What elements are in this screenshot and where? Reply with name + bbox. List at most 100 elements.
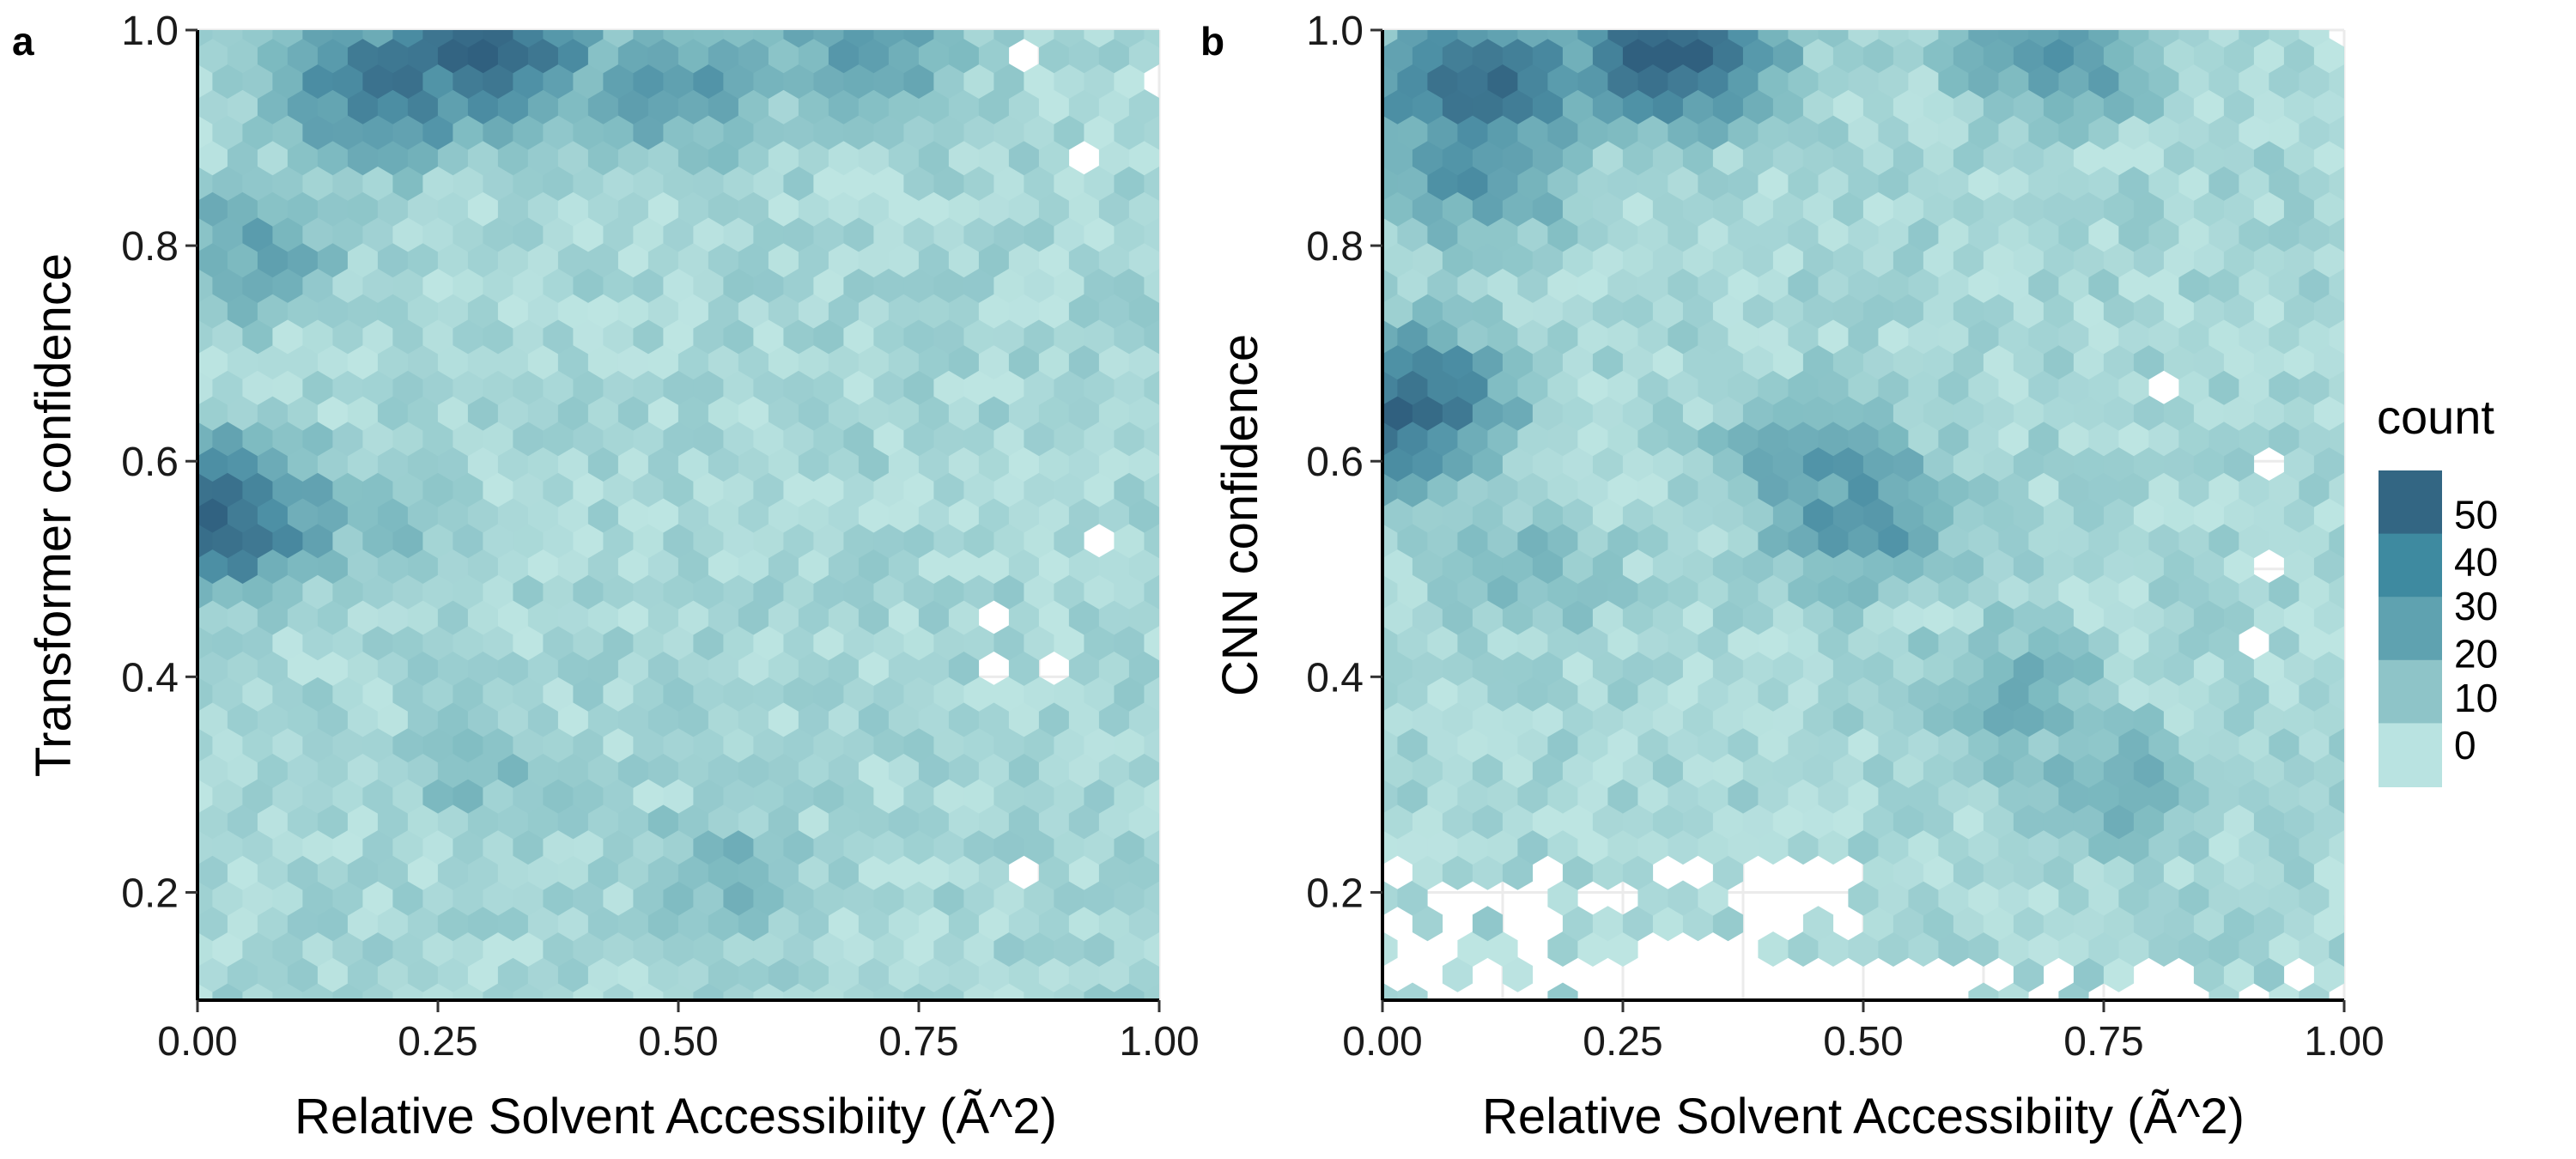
- hexbin-cell: [1712, 599, 1744, 635]
- hexbin-cell: [527, 242, 559, 278]
- hexbin-cell: [1833, 0, 1863, 22]
- hexbin-cell: [1532, 395, 1564, 431]
- hexbin-cell: [1038, 956, 1070, 992]
- hexbin-cell: [2313, 38, 2344, 74]
- hexbin-cell: [1728, 625, 1759, 661]
- hexbin-cell: [588, 0, 618, 22]
- hexbin-cell: [2133, 497, 2165, 533]
- hexbin-cell: [903, 114, 934, 150]
- hexbin-cell: [407, 752, 439, 788]
- hexbin-cell: [1158, 557, 1159, 575]
- hexbin-cell: [2283, 854, 2315, 890]
- hexbin-cell: [2223, 497, 2255, 533]
- hexbin-cell: [2329, 523, 2344, 559]
- hexbin-cell: [1923, 88, 1954, 124]
- hexbin-cell: [1158, 199, 1159, 218]
- hexbin-cell: [1009, 0, 1039, 22]
- hexbin-cell: [1487, 829, 1518, 865]
- hexbin-cell: [453, 625, 483, 661]
- hexbin-cell: [903, 369, 934, 405]
- hexbin-cell: [2313, 854, 2344, 890]
- hexbin-cell: [813, 471, 844, 507]
- hexbin-cell: [2073, 88, 2105, 124]
- hexbin-cell: [2343, 506, 2344, 525]
- hexbin-cell: [1772, 599, 1804, 635]
- hexbin-cell: [1442, 293, 1473, 329]
- hexbin-cell: [1728, 573, 1759, 610]
- hexbin-cell: [1397, 64, 1428, 99]
- hexbin-cell: [422, 625, 453, 661]
- hexbin-cell: [2223, 956, 2255, 992]
- hexbin-cell: [1893, 293, 1924, 329]
- hexbin-cell: [1893, 854, 1924, 890]
- hexbin-cell: [2208, 114, 2239, 150]
- hexbin-cell: [1189, 294, 1219, 329]
- hexbin-cell: [1174, 114, 1204, 149]
- hexbin-cell: [1008, 395, 1040, 431]
- hexbin-cell: [858, 549, 890, 584]
- hexbin-cell: [963, 625, 994, 661]
- hexbin-cell: [783, 30, 814, 48]
- hexbin-cell: [1382, 752, 1413, 788]
- hexbin-cell: [287, 650, 319, 686]
- hexbin-cell: [1712, 446, 1744, 482]
- hexbin-cell: [1998, 573, 2029, 610]
- hexbin-cell: [242, 523, 273, 559]
- hexbin-cell: [287, 906, 319, 942]
- hexbin-cell: [1382, 549, 1413, 584]
- hexbin-cell: [1517, 421, 1548, 457]
- hexbin-cell: [2043, 701, 2075, 737]
- hexbin-cell: [647, 446, 679, 482]
- hexbin-cell: [302, 931, 333, 967]
- hexbin-cell: [2073, 854, 2105, 890]
- panel-b: b 0.00 0.25 0.50 0.75 1.000.20.40.60.81.0 Re…: [1200, 0, 2389, 1144]
- hexbin-cell: [723, 471, 754, 507]
- hexbin-cell: [467, 854, 499, 890]
- legend-label: 50: [2454, 493, 2498, 537]
- hexbin-cell: [287, 191, 319, 227]
- hexbin-cell: [813, 216, 844, 252]
- hexbin-cell: [783, 829, 814, 865]
- hexbin-cell: [918, 395, 950, 431]
- hexbin-cell: [1547, 471, 1578, 507]
- hexbin-cell: [2193, 38, 2225, 74]
- hexbin-cell: [1038, 395, 1070, 431]
- hexbin-cell: [843, 267, 874, 303]
- hexbin-cell: [888, 956, 920, 992]
- hexbin-cell: [2178, 319, 2209, 355]
- hexbin-cell: [603, 114, 634, 150]
- hexbin-cell: [587, 752, 619, 788]
- hexbin-cell: [2148, 880, 2179, 916]
- hexbin-cell: [1174, 166, 1204, 201]
- hexbin-cell: [1637, 778, 1668, 814]
- hexbin-cell: [302, 319, 333, 355]
- hexbin-cell: [257, 956, 289, 992]
- hexbin-cell: [1953, 701, 1984, 737]
- hexbin-cell: [2359, 166, 2389, 201]
- hexbin-cell: [1158, 251, 1159, 269]
- hexbin-cell: [663, 727, 694, 763]
- hexbin-cell: [1068, 242, 1100, 278]
- hexbin-cell: [1158, 353, 1159, 371]
- hexbin-cell: [963, 523, 994, 559]
- hexbin-cell: [933, 369, 964, 405]
- hexbin-cell: [768, 854, 799, 890]
- hexbin-cell: [1728, 421, 1759, 457]
- hexbin-cell: [2013, 242, 2044, 278]
- hexbin-cell: [1069, 0, 1099, 22]
- hexbin-cell: [2148, 573, 2179, 610]
- hexbin-cell: [813, 573, 844, 610]
- hexbin-cell: [197, 804, 228, 840]
- hexbin-cell: [1382, 404, 1383, 422]
- hexbin-cell: [212, 64, 243, 99]
- hexbin-cell: [1818, 573, 1849, 610]
- hexbin-cell: [1832, 650, 1864, 686]
- hexbin-cell: [1998, 778, 2029, 814]
- hexbin-cell: [197, 701, 228, 737]
- hexbin-cell: [1682, 242, 1714, 278]
- hexbin-cell: [362, 165, 393, 201]
- hexbin-cell: [543, 523, 574, 559]
- hexbin-cell: [2118, 369, 2149, 405]
- hexbin-cell: [753, 523, 784, 559]
- hexbin-cell: [1008, 88, 1040, 124]
